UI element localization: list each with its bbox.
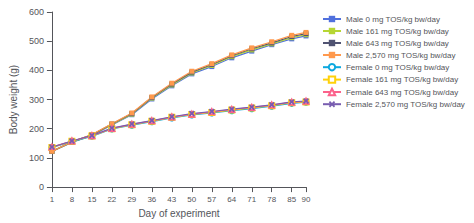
svg-text:400: 400 xyxy=(29,65,44,75)
svg-text:90: 90 xyxy=(302,195,311,204)
svg-text:22: 22 xyxy=(107,195,116,204)
svg-text:600: 600 xyxy=(29,7,44,17)
svg-text:Female 2,570 mg TOS/kg bw/day: Female 2,570 mg TOS/kg bw/day xyxy=(346,100,465,109)
svg-text:Male 643 mg TOS/kg bw/day: Male 643 mg TOS/kg bw/day xyxy=(346,39,449,48)
svg-text:50: 50 xyxy=(187,195,196,204)
svg-text:Female 0 mg TOS/kg bw/day: Female 0 mg TOS/kg bw/day xyxy=(346,63,449,72)
svg-text:Male 161 mg TOS/kg bw/day: Male 161 mg TOS/kg bw/day xyxy=(346,27,449,36)
svg-text:300: 300 xyxy=(29,95,44,105)
svg-text:29: 29 xyxy=(127,195,136,204)
svg-text:78: 78 xyxy=(267,195,276,204)
svg-text:Day of experiment: Day of experiment xyxy=(138,208,219,219)
svg-text:8: 8 xyxy=(70,195,75,204)
svg-text:Male 2,570 mg TOS/kg bw/day: Male 2,570 mg TOS/kg bw/day xyxy=(346,51,456,60)
svg-text:200: 200 xyxy=(29,124,44,134)
svg-text:43: 43 xyxy=(167,195,176,204)
svg-text:1: 1 xyxy=(50,195,55,204)
svg-text:57: 57 xyxy=(207,195,216,204)
svg-text:85: 85 xyxy=(287,195,296,204)
svg-text:500: 500 xyxy=(29,36,44,46)
svg-text:Female 161 mg TOS/kg bw/day: Female 161 mg TOS/kg bw/day xyxy=(346,75,458,84)
svg-text:Male 0 mg TOS/kg bw/day: Male 0 mg TOS/kg bw/day xyxy=(346,15,440,24)
svg-text:100: 100 xyxy=(29,153,44,163)
svg-text:15: 15 xyxy=(87,195,96,204)
svg-text:0: 0 xyxy=(39,182,44,192)
svg-text:71: 71 xyxy=(247,195,256,204)
svg-text:Body weight (g): Body weight (g) xyxy=(8,65,19,134)
svg-text:Female 643 mg TOS/kg bw/day: Female 643 mg TOS/kg bw/day xyxy=(346,88,458,97)
svg-text:64: 64 xyxy=(227,195,236,204)
svg-text:36: 36 xyxy=(147,195,156,204)
